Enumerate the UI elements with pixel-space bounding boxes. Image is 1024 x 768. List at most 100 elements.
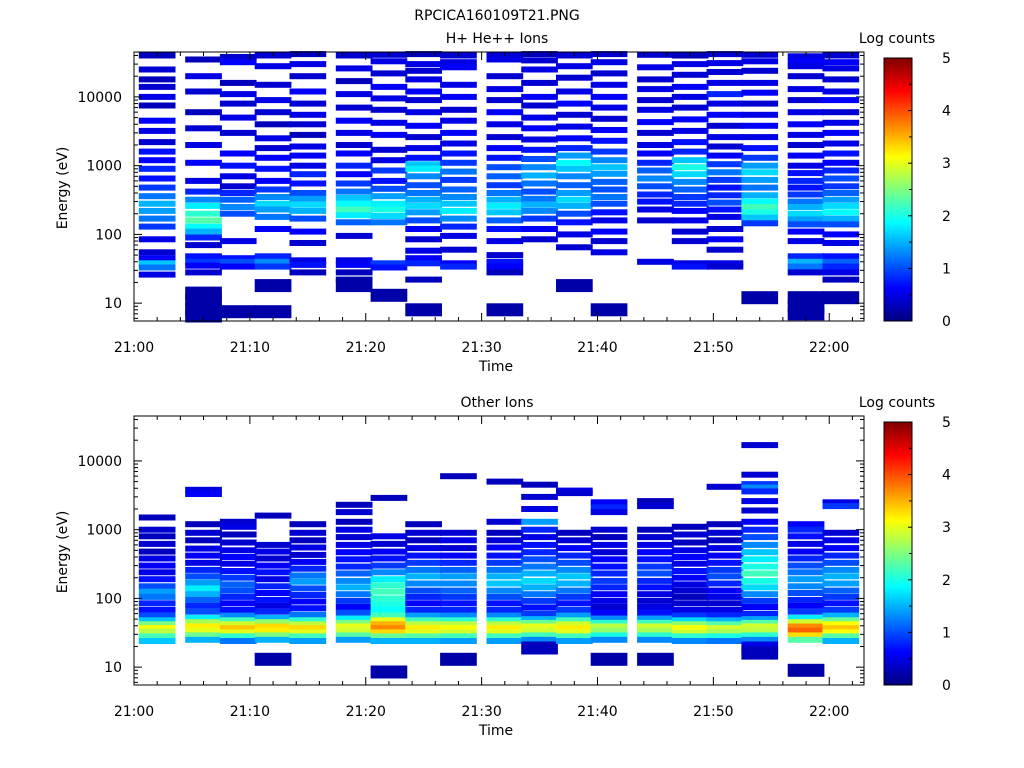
heatmap-cell [521,577,558,584]
heatmap-cell [590,534,628,541]
heatmap-cell [637,217,674,224]
x-tick-label: 21:40 [577,704,617,720]
heatmap-cell [521,534,558,541]
heatmap-cell [138,271,176,278]
heatmap-cell [335,200,373,207]
heatmap-cell [706,122,744,129]
heatmap-cell [556,152,593,159]
heatmap-cell [219,633,257,640]
heatmap-cell [521,125,558,132]
heatmap-cell [138,588,176,595]
heatmap-cell [637,498,674,505]
heatmap-cell [741,209,779,216]
heatmap-cell [370,157,408,164]
heatmap-cell [405,182,442,189]
heatmap-cell [521,526,558,533]
heatmap-cell [637,150,674,157]
heatmap-cell [370,146,408,153]
heatmap-cell [521,180,558,187]
heatmap-cell [185,196,222,203]
heatmap-cell [521,556,558,563]
heatmap-cell [637,175,674,182]
heatmap-cell [590,137,628,144]
heatmap-cell [787,121,825,128]
heatmap-cell [590,115,628,122]
heatmap-cell [741,154,779,161]
heatmap-cell [822,52,860,59]
heatmap-cell [335,257,373,264]
heatmap-cell [219,305,257,319]
heatmap-cell [637,51,674,58]
heatmap-cell [637,591,674,598]
heatmap-cell [289,621,327,628]
heatmap-cell [405,61,442,68]
heatmap-cell [185,223,222,230]
heatmap-cell [370,617,408,624]
heatmap-cell [185,614,222,621]
heatmap-cell [405,573,442,580]
heatmap-cell [486,518,524,525]
heatmap-cell [254,97,292,104]
heatmap-cell [556,587,593,594]
heatmap-cell [486,593,524,600]
heatmap-cell [741,570,779,577]
heatmap-cell [405,606,442,613]
heatmap-cell [185,73,222,80]
heatmap-cell [637,129,674,136]
heatmap-cell [741,563,779,570]
heatmap-cell [219,587,257,594]
heatmap-cell [671,157,709,164]
heatmap-cell [671,587,709,594]
heatmap-cell [706,621,744,628]
heatmap-cell [138,249,176,256]
heatmap-cell [289,131,327,138]
heatmap-cell [405,88,442,95]
heatmap-cell [289,257,327,264]
heatmap-cell [405,260,442,267]
heatmap-cell [185,309,222,323]
heatmap-cell [254,206,292,213]
heatmap-cell [289,592,327,598]
heatmap-cell [138,514,176,521]
heatmap-cell [185,262,222,269]
heatmap-cell [185,529,222,536]
heatmap-cell [787,73,825,80]
heatmap-cell [706,169,744,176]
heatmap-cell [219,554,257,560]
heatmap-cell [556,606,593,613]
heatmap-cell [637,76,674,83]
heatmap-cell [335,219,373,226]
heatmap-cell [185,269,222,276]
heatmap-cell [440,59,477,66]
heatmap-cell [590,127,628,133]
heatmap-cell [486,182,524,189]
heatmap-cell [185,566,222,573]
heatmap-cell [671,228,709,235]
heatmap-cell [138,215,176,222]
heatmap-cell [706,91,744,98]
heatmap-cell [138,606,176,613]
heatmap-cell [556,145,593,152]
heatmap-cell [556,165,593,172]
heatmap-cell [185,552,222,559]
heatmap-cell [787,152,825,159]
heatmap-cell [706,629,744,636]
heatmap-cell [590,81,628,88]
heatmap-cell [822,617,860,624]
heatmap-cell [335,212,373,219]
y-tick-label: 10 [104,296,122,312]
heatmap-cell [787,590,825,596]
colorbar-label: Log counts [859,395,935,411]
heatmap-cell [671,531,709,538]
heatmap-cell [822,253,860,260]
heatmap-cell [440,93,477,100]
heatmap-cell [787,109,825,116]
heatmap-cell [219,518,257,525]
heatmap-cell [370,167,408,174]
heatmap-cell [138,583,176,590]
heatmap-cell [706,100,744,107]
heatmap-cell [289,633,327,640]
heatmap-cell [590,577,628,584]
heatmap-cell [787,540,825,547]
heatmap-cell [138,255,176,262]
